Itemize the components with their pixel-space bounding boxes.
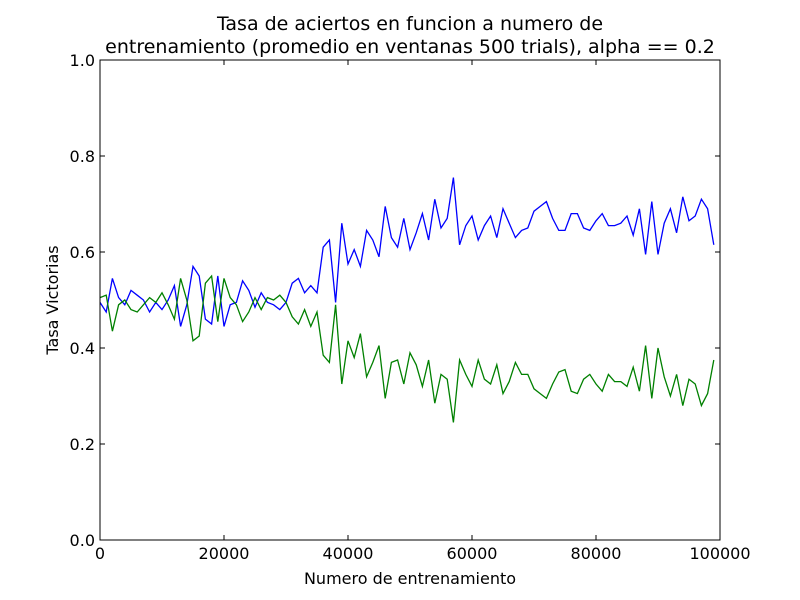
x-tick-label: 80000: [571, 544, 622, 563]
plot-frame: [99, 59, 721, 541]
y-tick-label: 0.2: [70, 435, 95, 454]
x-tick-label: 0: [95, 544, 105, 563]
ticks-layer: 0 20000 40000 60000 80000 100000 0.0 0.2 0.4 0.6 0…: [70, 51, 751, 563]
series-layer: [99, 177, 715, 423]
y-tick-label: 0.6: [70, 243, 95, 262]
chart-title-line-1: Tasa de aciertos en funcion a numero de: [216, 13, 603, 35]
x-tick-label: 40000: [323, 544, 374, 563]
chart-title: Tasa de aciertos en funcion a numero de …: [105, 13, 715, 58]
x-tick-label: 60000: [447, 544, 498, 563]
x-tick-label: 100000: [689, 544, 750, 563]
y-tick-label: 0.0: [70, 531, 95, 550]
y-tick-label: 0.8: [70, 147, 95, 166]
x-tick-label: 20000: [199, 544, 250, 563]
chart-title-line-2: entrenamiento (promedio en ventanas 500 …: [105, 36, 715, 58]
y-tick-label: 0.4: [70, 339, 95, 358]
y-axis-label: Tasa Victorias: [43, 245, 62, 355]
series-line-1: [99, 177, 715, 327]
x-axis-label: Numero de entrenamiento: [304, 569, 516, 588]
y-tick-label: 1.0: [70, 51, 95, 70]
series-line-2: [99, 274, 715, 423]
